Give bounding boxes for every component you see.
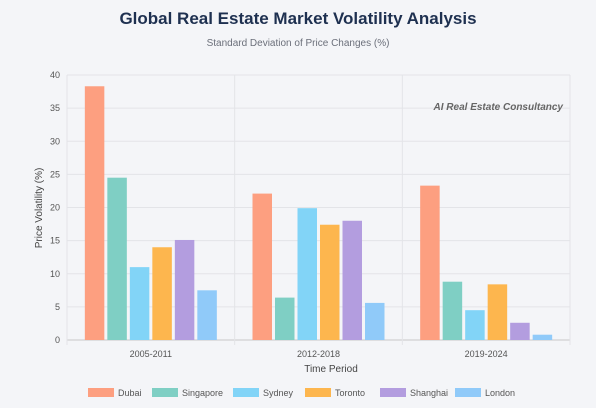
legend-label-dubai[interactable]: Dubai <box>118 388 142 398</box>
y-tick-label: 0 <box>55 335 60 345</box>
bar-shanghai-2012-2018[interactable] <box>342 220 363 340</box>
grid-lines <box>66 74 571 345</box>
bar-singapore-2012-2018[interactable] <box>275 297 295 340</box>
bar-london-2019-2024[interactable] <box>532 334 553 340</box>
y-tick-label: 10 <box>50 269 60 279</box>
bar-toronto-2005-2011[interactable] <box>152 247 172 340</box>
y-axis-title: Price Volatility (%) <box>34 168 45 249</box>
bar-dubai-2005-2011[interactable] <box>84 86 105 340</box>
y-tick-label: 5 <box>55 302 60 312</box>
legend-swatch-dubai[interactable] <box>88 388 114 397</box>
x-tick-label: 2019-2024 <box>465 349 508 359</box>
legend-swatch-singapore[interactable] <box>152 388 178 397</box>
legend-label-london[interactable]: London <box>485 388 515 398</box>
bar-toronto-2019-2024[interactable] <box>487 284 508 340</box>
x-axis-title: Time Period <box>304 364 358 375</box>
y-tick-label: 35 <box>50 103 60 113</box>
legend-swatch-sydney[interactable] <box>233 388 259 397</box>
axes: 0 5 10 15 20 25 30 35 40 2005-2011 2012-2018 2019-2… <box>50 70 508 359</box>
y-tick-label: 20 <box>50 203 60 213</box>
chart-title: Global Real Estate Market Volatility Ana… <box>119 9 477 28</box>
legend: Dubai Singapore Sydney Toronto Shanghai Londo… <box>88 388 515 398</box>
y-tick-label: 30 <box>50 136 60 146</box>
y-tick-label: 40 <box>50 70 60 80</box>
bar-london-2012-2018[interactable] <box>365 302 385 340</box>
bar-london-2005-2011[interactable] <box>197 290 217 340</box>
bar-sydney-2019-2024[interactable] <box>465 310 485 340</box>
x-tick-label: 2005-2011 <box>130 349 172 359</box>
legend-swatch-shanghai[interactable] <box>380 388 406 397</box>
bar-dubai-2019-2024[interactable] <box>420 185 440 340</box>
bars <box>84 86 553 340</box>
y-tick-label: 25 <box>50 169 60 179</box>
bar-sydney-2012-2018[interactable] <box>297 208 318 340</box>
bar-toronto-2012-2018[interactable] <box>320 224 340 340</box>
legend-label-singapore[interactable]: Singapore <box>182 388 223 398</box>
legend-label-sydney[interactable]: Sydney <box>263 388 294 398</box>
y-tick-label: 15 <box>50 236 60 246</box>
watermark-text: AI Real Estate Consultancy <box>433 102 564 113</box>
bar-singapore-2019-2024[interactable] <box>442 281 463 340</box>
legend-label-toronto[interactable]: Toronto <box>335 388 365 398</box>
legend-swatch-london[interactable] <box>455 388 481 397</box>
bar-shanghai-2019-2024[interactable] <box>510 322 530 340</box>
legend-swatch-toronto[interactable] <box>305 388 331 397</box>
legend-label-shanghai[interactable]: Shanghai <box>410 388 448 398</box>
bar-singapore-2005-2011[interactable] <box>107 177 127 340</box>
chart-subtitle: Standard Deviation of Price Changes (%) <box>206 38 390 49</box>
bar-dubai-2012-2018[interactable] <box>252 193 273 340</box>
bar-shanghai-2005-2011[interactable] <box>174 239 195 340</box>
x-tick-label: 2012-2018 <box>297 349 340 359</box>
bar-sydney-2005-2011[interactable] <box>129 267 150 340</box>
